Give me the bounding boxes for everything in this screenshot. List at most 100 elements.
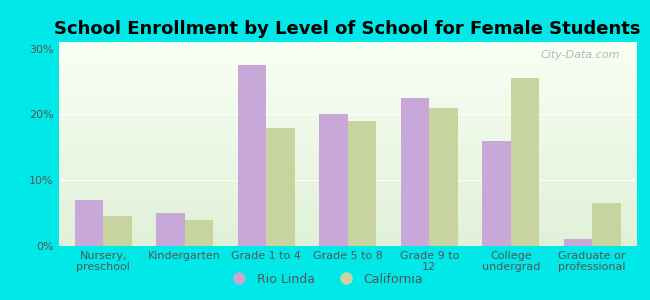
Bar: [58, 93, 637, 95]
Bar: [58, 50, 637, 52]
Bar: [58, 44, 637, 46]
Bar: [58, 122, 637, 124]
Bar: [58, 73, 637, 75]
Bar: [58, 179, 637, 181]
Bar: [58, 124, 637, 126]
Bar: [58, 91, 637, 93]
Bar: [58, 169, 637, 170]
Bar: [58, 197, 637, 199]
Bar: [58, 140, 637, 142]
Bar: [482, 141, 511, 246]
Bar: [58, 116, 637, 118]
Bar: [58, 87, 637, 89]
Bar: [58, 185, 637, 187]
Bar: [156, 213, 185, 246]
Bar: [58, 46, 637, 48]
Bar: [58, 64, 637, 67]
Bar: [58, 89, 637, 91]
Bar: [58, 172, 637, 175]
Bar: [58, 95, 637, 97]
Bar: [58, 119, 637, 122]
Bar: [58, 167, 637, 169]
Bar: [58, 148, 637, 150]
Bar: [58, 205, 637, 207]
Bar: [58, 221, 637, 224]
Bar: [58, 181, 637, 183]
Bar: [58, 126, 637, 128]
Bar: [58, 48, 637, 50]
Bar: [58, 175, 637, 177]
Bar: [58, 162, 637, 164]
Bar: [58, 83, 637, 85]
Bar: [58, 195, 637, 197]
Bar: [58, 130, 637, 132]
Bar: [185, 220, 213, 246]
Bar: [58, 218, 637, 220]
Bar: [319, 114, 348, 246]
Bar: [58, 238, 637, 240]
Bar: [58, 42, 637, 44]
Bar: [58, 211, 637, 213]
Bar: [58, 111, 637, 113]
Bar: [400, 98, 429, 246]
Bar: [58, 136, 637, 138]
Bar: [58, 242, 637, 244]
Bar: [564, 239, 592, 246]
Bar: [58, 81, 637, 83]
Bar: [58, 191, 637, 193]
Bar: [58, 187, 637, 189]
Bar: [58, 203, 637, 205]
Bar: [58, 244, 637, 246]
Bar: [348, 121, 376, 246]
Bar: [58, 234, 637, 236]
Bar: [58, 220, 637, 221]
Bar: [58, 58, 637, 60]
Bar: [58, 213, 637, 215]
Bar: [58, 75, 637, 77]
Bar: [58, 99, 637, 101]
Bar: [58, 67, 637, 68]
Bar: [58, 85, 637, 87]
Bar: [58, 152, 637, 154]
Text: City-Data.com: City-Data.com: [540, 50, 619, 60]
Bar: [238, 65, 266, 246]
Bar: [58, 150, 637, 152]
Bar: [103, 216, 132, 246]
Bar: [592, 203, 621, 246]
Bar: [58, 128, 637, 130]
Bar: [58, 97, 637, 99]
Bar: [58, 70, 637, 73]
Bar: [58, 158, 637, 160]
Bar: [58, 228, 637, 230]
Bar: [58, 144, 637, 146]
Bar: [58, 199, 637, 201]
Bar: [58, 146, 637, 148]
Bar: [266, 128, 295, 246]
Bar: [58, 79, 637, 81]
Bar: [58, 56, 637, 58]
Bar: [58, 201, 637, 203]
Bar: [58, 52, 637, 54]
Bar: [58, 236, 637, 238]
Bar: [58, 170, 637, 172]
Bar: [58, 54, 637, 56]
Bar: [58, 207, 637, 209]
Bar: [58, 193, 637, 195]
Bar: [58, 77, 637, 79]
Bar: [58, 142, 637, 144]
Bar: [58, 103, 637, 105]
Bar: [58, 164, 637, 166]
Bar: [58, 101, 637, 103]
Bar: [58, 240, 637, 242]
Bar: [58, 132, 637, 134]
Bar: [58, 113, 637, 116]
Bar: [58, 232, 637, 234]
Bar: [58, 109, 637, 111]
Legend: Rio Linda, California: Rio Linda, California: [222, 268, 428, 291]
Bar: [58, 60, 637, 62]
Bar: [58, 224, 637, 226]
Bar: [58, 134, 637, 136]
Bar: [58, 138, 637, 140]
Bar: [75, 200, 103, 246]
Bar: [511, 78, 540, 246]
